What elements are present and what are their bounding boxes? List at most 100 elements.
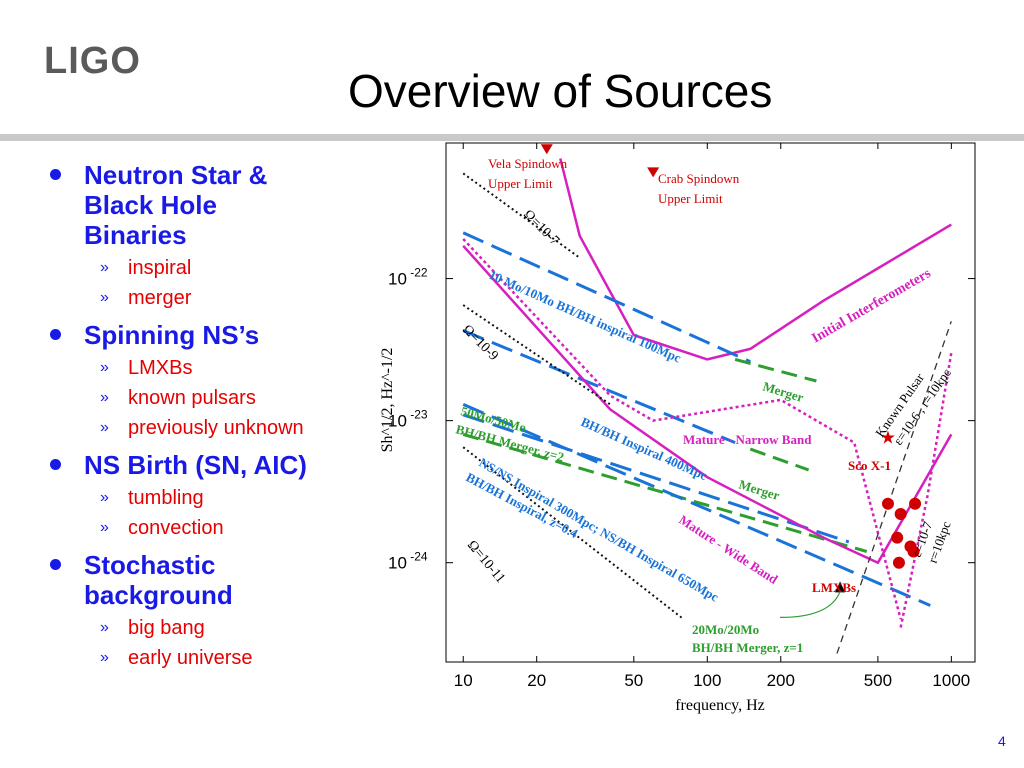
bullet-spinning: Spinning NS’s <box>44 320 384 350</box>
bullet-line: Spinning NS’s <box>84 320 260 350</box>
sub-label: known pulsars <box>128 387 256 409</box>
plot-frame <box>445 142 976 663</box>
y-axis-label: Sh^1/2, Hz^-1/2 <box>379 348 396 453</box>
sub-label: convection <box>128 517 224 539</box>
omega11-label: Ω=10-11 <box>464 538 508 586</box>
sub-label: big bang <box>128 617 205 639</box>
lmxb-label: LMXBs <box>812 580 856 595</box>
raquo-icon: » <box>100 389 109 406</box>
slide-title: Overview of Sources <box>348 65 773 117</box>
raquo-icon: » <box>100 619 109 636</box>
sub-item: » LMXBs <box>44 356 384 380</box>
sub-item: » previously unknown <box>44 416 384 440</box>
x-tick-label: 1000 <box>932 671 970 690</box>
crab-label: Crab Spindown <box>658 171 740 186</box>
sco-x1-label: Sco X-1 <box>848 458 891 473</box>
curve-10 <box>836 321 952 654</box>
lmxb-point <box>892 556 905 569</box>
sub-label: tumbling <box>128 487 204 509</box>
ligo-logo: LIGO <box>44 40 141 82</box>
raquo-icon: » <box>100 259 109 276</box>
sub-item: » early universe <box>44 646 384 670</box>
bullet-dot-icon <box>50 169 61 180</box>
page-number: 4 <box>998 733 1006 749</box>
sub-item: » merger <box>44 286 384 310</box>
initial-ifo-label: Initial Interferometers <box>810 266 935 347</box>
curve-2 <box>734 357 817 383</box>
y-tick-label: 10 -23 <box>388 408 428 431</box>
bullet-group-stochastic: Stochastic background » big bang » early un… <box>44 550 384 670</box>
sub-item: » known pulsars <box>44 386 384 410</box>
bullet-group-spinning: Spinning NS’s » LMXBs » known pulsars » pre… <box>44 320 384 440</box>
x-tick-label: 500 <box>864 671 892 690</box>
bh20-label: 20Mo/20Mo <box>692 622 759 637</box>
bullet-line: Neutron Star & <box>84 160 268 190</box>
y-tick-label: 10 -22 <box>388 266 428 289</box>
curve-4 <box>749 447 810 472</box>
sub-label: inspiral <box>128 257 192 279</box>
sub-label: previously unknown <box>128 417 304 439</box>
merger-arrow-icon <box>835 581 846 593</box>
omega7-label: Ω=10-7 <box>520 207 562 249</box>
bullet-line: Binaries <box>84 220 187 250</box>
sub-item: » inspiral <box>44 256 384 280</box>
lmxb-point <box>894 508 907 521</box>
vela-label: Vela Spindown <box>488 156 568 171</box>
bullet-line: background <box>84 580 233 610</box>
curves-layer <box>462 158 953 654</box>
curve-5 <box>462 432 868 553</box>
spindown-triangle-icon <box>540 144 553 155</box>
bh10-label: 10 Mo/10Mo BH/BH inspiral 100Mpc <box>487 267 684 366</box>
raquo-icon: » <box>100 519 109 536</box>
x-tick-label: 100 <box>693 671 721 690</box>
curve-12 <box>462 172 581 259</box>
x-tick-label: 20 <box>527 671 546 690</box>
raquo-icon: » <box>100 289 109 306</box>
bullet-group-birth: NS Birth (SN, AIC) » tumbling » convection <box>44 450 384 540</box>
lmxb-point <box>907 545 920 558</box>
bullet-line: Stochastic <box>84 550 216 580</box>
sco-x1-star-icon: ★ <box>880 428 896 448</box>
raquo-icon: » <box>100 359 109 376</box>
sub-label: merger <box>128 287 192 309</box>
x-tick-label: 50 <box>624 671 643 690</box>
bullet-dot-icon <box>50 459 61 470</box>
bullet-dot-icon <box>50 559 61 570</box>
sub-label: LMXBs <box>128 357 193 379</box>
lmxb-point <box>909 497 922 510</box>
raquo-icon: » <box>100 649 109 666</box>
merger-label: Merger <box>737 477 782 504</box>
bullet-stochastic: Stochastic background <box>44 550 384 610</box>
vela-label: Upper Limit <box>488 176 553 191</box>
x-tick-label: 10 <box>454 671 473 690</box>
raquo-icon: » <box>100 489 109 506</box>
raquo-icon: » <box>100 419 109 436</box>
bullet-line: Black Hole <box>84 190 217 220</box>
curve-1 <box>462 231 751 364</box>
curve-3 <box>462 329 736 444</box>
x-axis-label: frequency, Hz <box>675 697 765 714</box>
curve-7 <box>462 413 850 544</box>
lmxb-point <box>891 531 904 544</box>
sub-item: » big bang <box>44 616 384 640</box>
narrow-band-label: Mature - Narrow Band <box>683 432 812 447</box>
sub-item: » convection <box>44 516 384 540</box>
x-tick-label: 200 <box>767 671 795 690</box>
bullet-dot-icon <box>50 329 61 340</box>
bullet-group-binaries: Neutron Star & Black Hole Binaries » inspir… <box>44 160 384 310</box>
crab-label: Upper Limit <box>658 191 723 206</box>
lmxb-point <box>881 497 894 510</box>
merger-pointer-line <box>780 591 841 619</box>
curve-14 <box>462 446 685 620</box>
sub-label: early universe <box>128 647 253 669</box>
bullet-binaries: Neutron Star & Black Hole Binaries <box>44 160 384 250</box>
spindown-triangle-icon <box>647 167 660 178</box>
curve-0 <box>559 158 952 361</box>
bh20-label: BH/BH Merger, z=1 <box>692 640 803 655</box>
bullet-ns-birth: NS Birth (SN, AIC) <box>44 450 384 480</box>
curve-6 <box>462 403 931 607</box>
curve-9 <box>462 244 953 564</box>
bullet-list: Neutron Star & Black Hole Binaries » inspir… <box>44 160 384 670</box>
sub-item: » tumbling <box>44 486 384 510</box>
